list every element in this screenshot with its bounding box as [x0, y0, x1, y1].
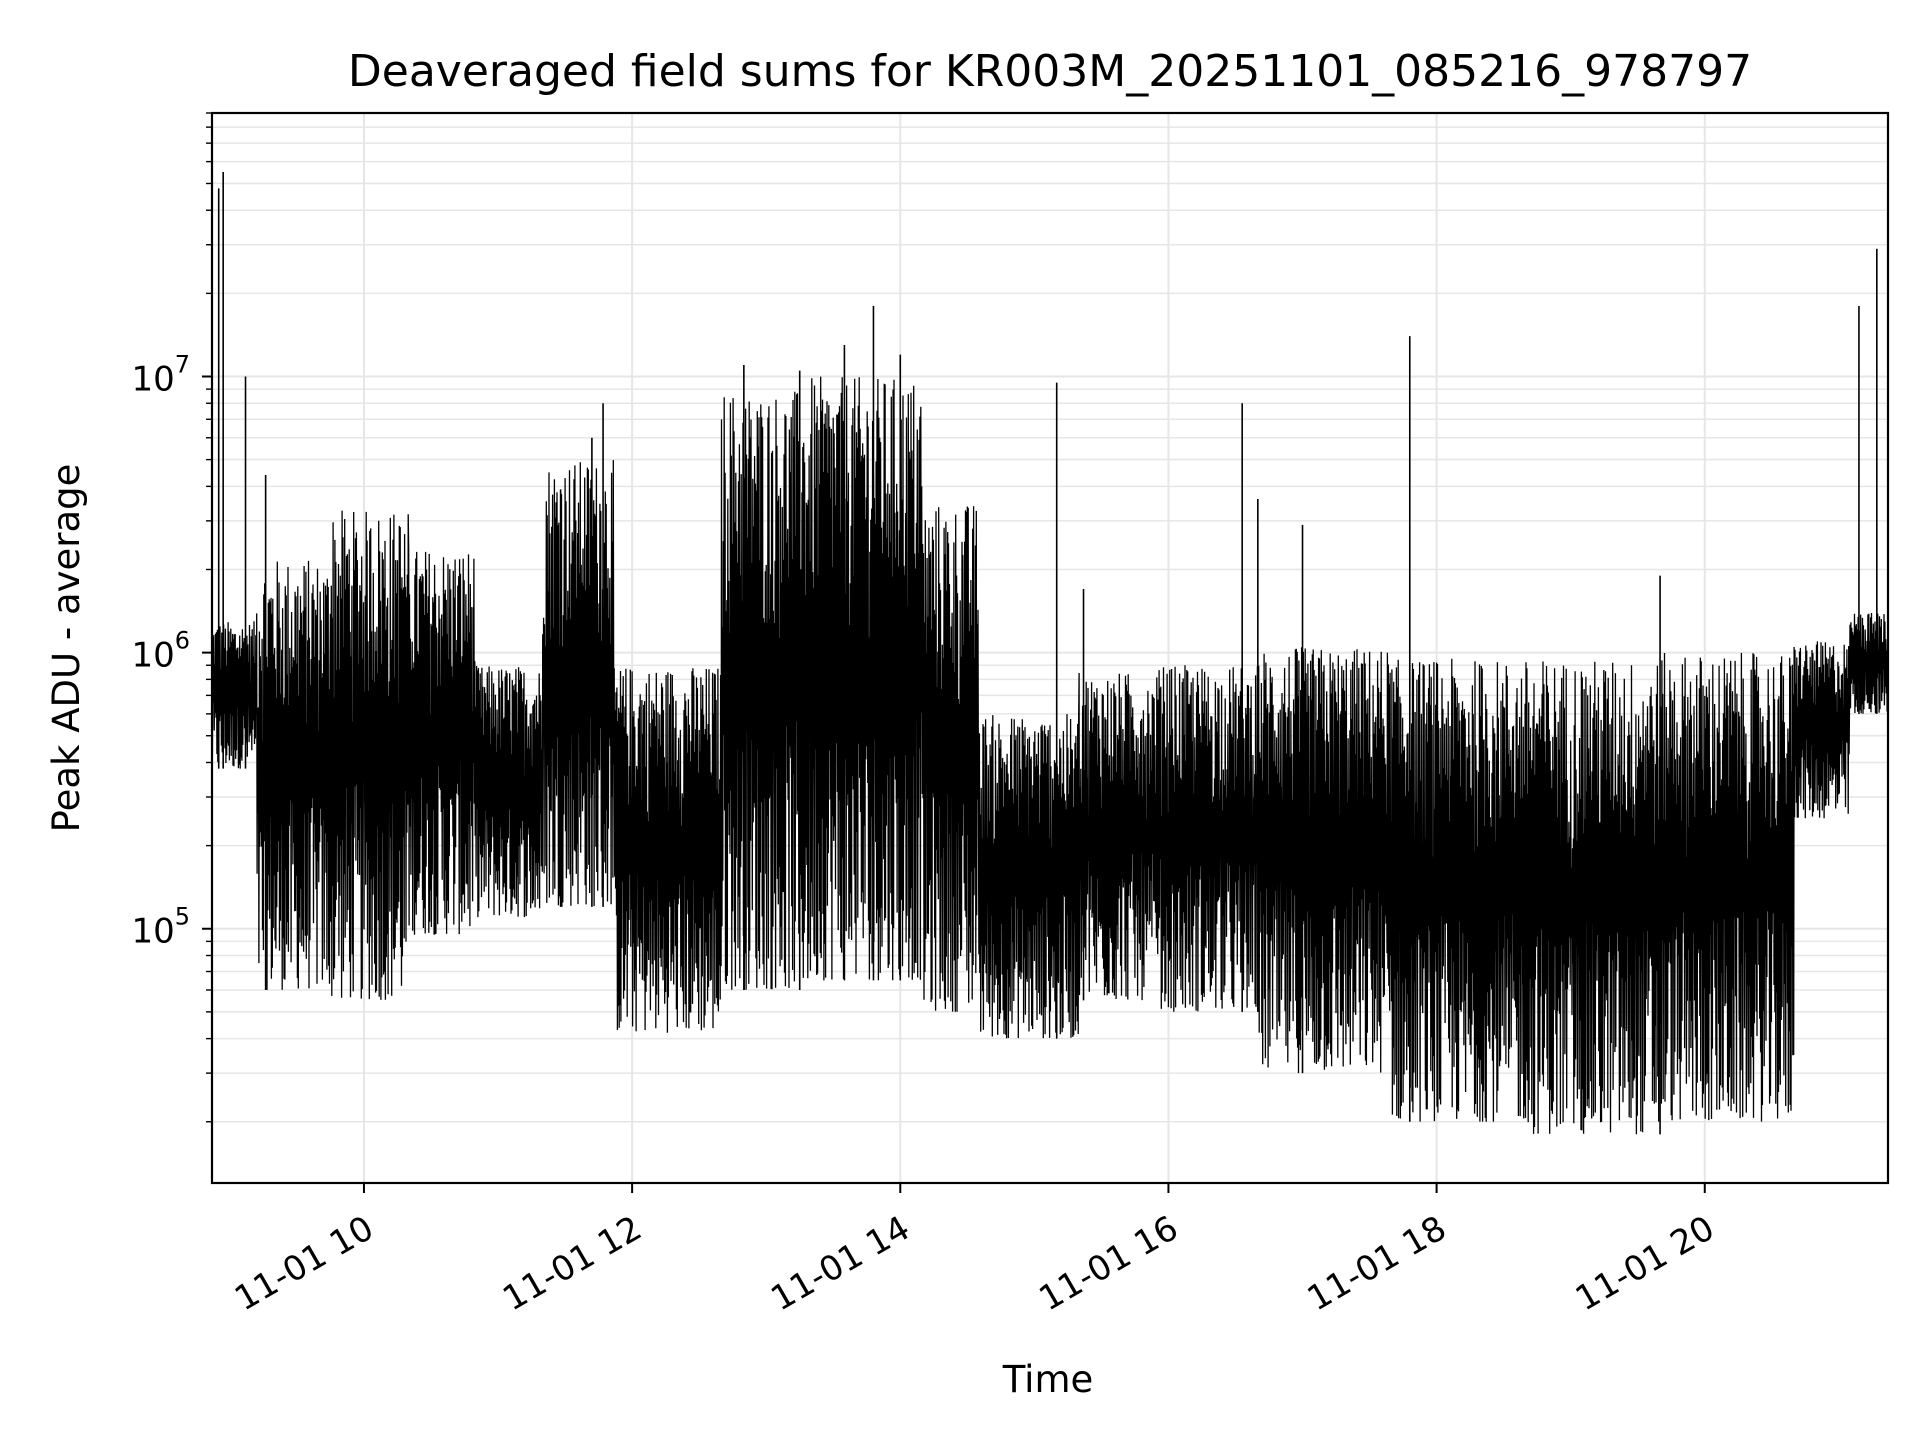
chart-title: Deaveraged field sums for KR003M_2025110… [348, 46, 1752, 97]
plot-area [212, 172, 1888, 1135]
x-tick-label: 11-01 12 [496, 1208, 648, 1319]
y-tick-label: 105 [131, 903, 190, 952]
y-tick-label: 107 [131, 350, 190, 399]
x-axis-label: Time [1002, 1358, 1094, 1401]
x-tick-label: 11-01 16 [1033, 1208, 1185, 1319]
y-tick-label: 106 [131, 627, 190, 676]
y-axis-label: Peak ADU - average [45, 464, 88, 833]
plot-frame [210, 111, 1890, 1185]
x-tick-label: 11-01 18 [1301, 1208, 1453, 1319]
x-tick-label: 11-01 20 [1569, 1208, 1721, 1319]
x-tick-label: 11-01 10 [228, 1208, 380, 1319]
x-tick-label: 11-01 14 [764, 1208, 916, 1319]
series-line [212, 376, 1888, 1135]
